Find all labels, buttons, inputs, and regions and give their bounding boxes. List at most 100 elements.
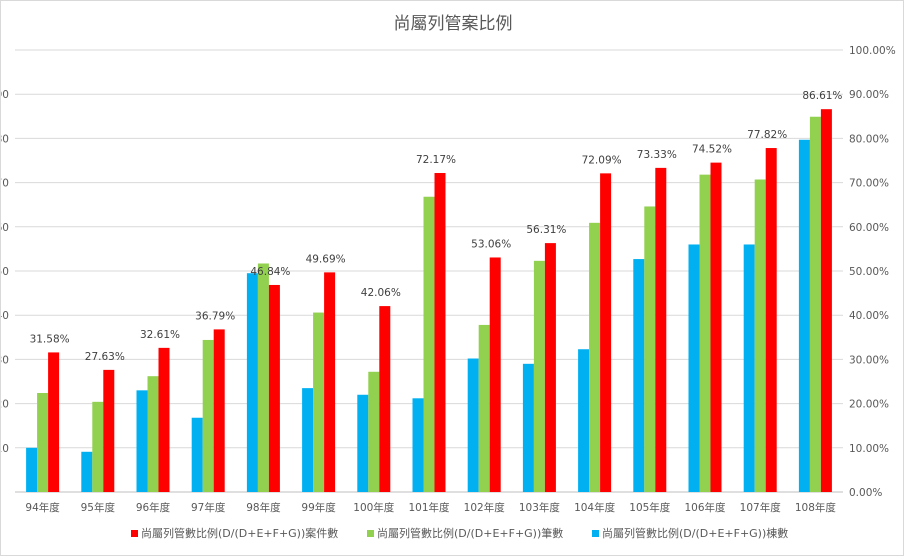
data-label: 74.52% bbox=[692, 144, 732, 156]
bar bbox=[809, 116, 821, 492]
legend-label: 尚屬列管數比例(D/(D+E+F+G))棟數 bbox=[602, 526, 788, 540]
data-labels: 31.58% 27.63% 32.61% 36.79% 46.84% 49.69% 42.0… bbox=[30, 90, 843, 363]
legend-label: 尚屬列管數比例(D/(D+E+F+G))案件數 bbox=[141, 526, 338, 540]
bar bbox=[544, 243, 556, 492]
bar bbox=[489, 257, 501, 492]
chart-title: 尚屬列管案比例 bbox=[394, 14, 513, 34]
x-tick-label: 106年度 bbox=[684, 501, 726, 514]
bar bbox=[578, 349, 590, 492]
right-tick-label: 10.00% bbox=[849, 443, 889, 455]
bar bbox=[522, 363, 534, 492]
right-tick-label: 30.00% bbox=[849, 354, 889, 366]
right-tick-label: 40.00% bbox=[849, 310, 889, 322]
x-tick-label: 96年度 bbox=[136, 501, 171, 514]
data-label: 86.61% bbox=[802, 90, 842, 102]
left-tick-label: 20 bbox=[1, 399, 9, 411]
legend-swatch bbox=[367, 530, 374, 537]
x-tick-label: 105年度 bbox=[629, 501, 671, 514]
right-tick-label: 60.00% bbox=[849, 222, 889, 234]
bar bbox=[368, 371, 380, 492]
bar bbox=[81, 451, 93, 492]
data-label: 42.06% bbox=[361, 287, 401, 299]
x-tick-label: 103年度 bbox=[519, 501, 561, 514]
bar bbox=[37, 392, 49, 492]
data-label: 27.63% bbox=[85, 351, 125, 363]
right-tick-label: 20.00% bbox=[849, 399, 889, 411]
bar bbox=[147, 376, 159, 492]
x-tick-label: 97年度 bbox=[191, 501, 226, 514]
data-label: 36.79% bbox=[195, 310, 235, 322]
bar bbox=[324, 272, 336, 492]
x-tick-label: 108年度 bbox=[795, 501, 837, 514]
right-tick-label: 100.00% bbox=[849, 45, 896, 57]
bar bbox=[357, 394, 369, 492]
bar bbox=[533, 260, 545, 492]
right-tick-label: 70.00% bbox=[849, 178, 889, 190]
bar bbox=[92, 401, 104, 492]
left-tick-label: 40 bbox=[1, 310, 9, 322]
left-tick-label: 80 bbox=[1, 133, 9, 145]
right-tick-label: 0.00% bbox=[849, 487, 882, 499]
left-tick-label: 50 bbox=[1, 266, 9, 278]
x-tick-label: 107年度 bbox=[740, 501, 782, 514]
bar bbox=[710, 162, 722, 493]
x-tick-label: 99年度 bbox=[301, 501, 336, 514]
bar bbox=[600, 173, 612, 493]
bar bbox=[434, 173, 446, 492]
x-tick-label: 94年度 bbox=[25, 501, 60, 514]
bar bbox=[478, 324, 490, 492]
bar bbox=[743, 244, 755, 492]
legend: 尚屬列管數比例(D/(D+E+F+G))案件數 尚屬列管數比例(D/(D+E+F+… bbox=[131, 526, 788, 540]
bar bbox=[158, 347, 170, 492]
bar bbox=[754, 179, 766, 493]
right-tick-label: 80.00% bbox=[849, 133, 889, 145]
bar bbox=[688, 244, 700, 492]
right-axis: 0.00% 10.00% 20.00% 30.00% 40.00% 50.00% 60.00… bbox=[849, 45, 896, 499]
legend-swatch bbox=[592, 530, 599, 537]
bar bbox=[589, 222, 601, 492]
bar bbox=[191, 417, 203, 492]
right-tick-label: 90.00% bbox=[849, 89, 889, 101]
left-tick-label: 90 bbox=[1, 89, 9, 101]
bar bbox=[467, 358, 479, 492]
left-tick-label: 10 bbox=[1, 443, 9, 455]
x-tick-label: 100年度 bbox=[353, 501, 395, 514]
data-label: 77.82% bbox=[747, 129, 787, 141]
right-tick-label: 50.00% bbox=[849, 266, 889, 278]
bar bbox=[48, 352, 60, 492]
bar bbox=[379, 306, 391, 492]
x-tick-label: 98年度 bbox=[246, 501, 281, 514]
bar bbox=[136, 390, 148, 492]
left-axis: 10 20 30 40 50 60 70 80 90 bbox=[1, 89, 9, 455]
x-tick-label: 95年度 bbox=[81, 501, 116, 514]
bar bbox=[257, 263, 269, 492]
data-label: 46.84% bbox=[250, 266, 290, 278]
data-label: 72.09% bbox=[582, 154, 622, 166]
bar bbox=[302, 388, 314, 492]
x-tick-label: 104年度 bbox=[574, 501, 616, 514]
data-label: 72.17% bbox=[416, 154, 456, 166]
bar bbox=[820, 109, 832, 492]
bars bbox=[26, 109, 832, 493]
bar bbox=[246, 273, 258, 492]
bar bbox=[103, 369, 115, 492]
data-label: 32.61% bbox=[140, 329, 180, 341]
bar bbox=[213, 329, 225, 492]
bar bbox=[765, 148, 777, 493]
bar bbox=[313, 312, 325, 492]
x-tick-label: 102年度 bbox=[464, 501, 506, 514]
bar bbox=[423, 196, 435, 492]
data-label: 56.31% bbox=[526, 224, 566, 236]
left-tick-label: 60 bbox=[1, 222, 9, 234]
left-tick-label: 70 bbox=[1, 178, 9, 190]
bar bbox=[798, 139, 810, 492]
bar bbox=[633, 259, 645, 492]
bar bbox=[655, 167, 667, 492]
bar bbox=[268, 284, 280, 492]
bar bbox=[202, 339, 214, 492]
data-label: 49.69% bbox=[306, 253, 346, 265]
left-tick-label: 30 bbox=[1, 354, 9, 366]
bar bbox=[699, 174, 711, 493]
